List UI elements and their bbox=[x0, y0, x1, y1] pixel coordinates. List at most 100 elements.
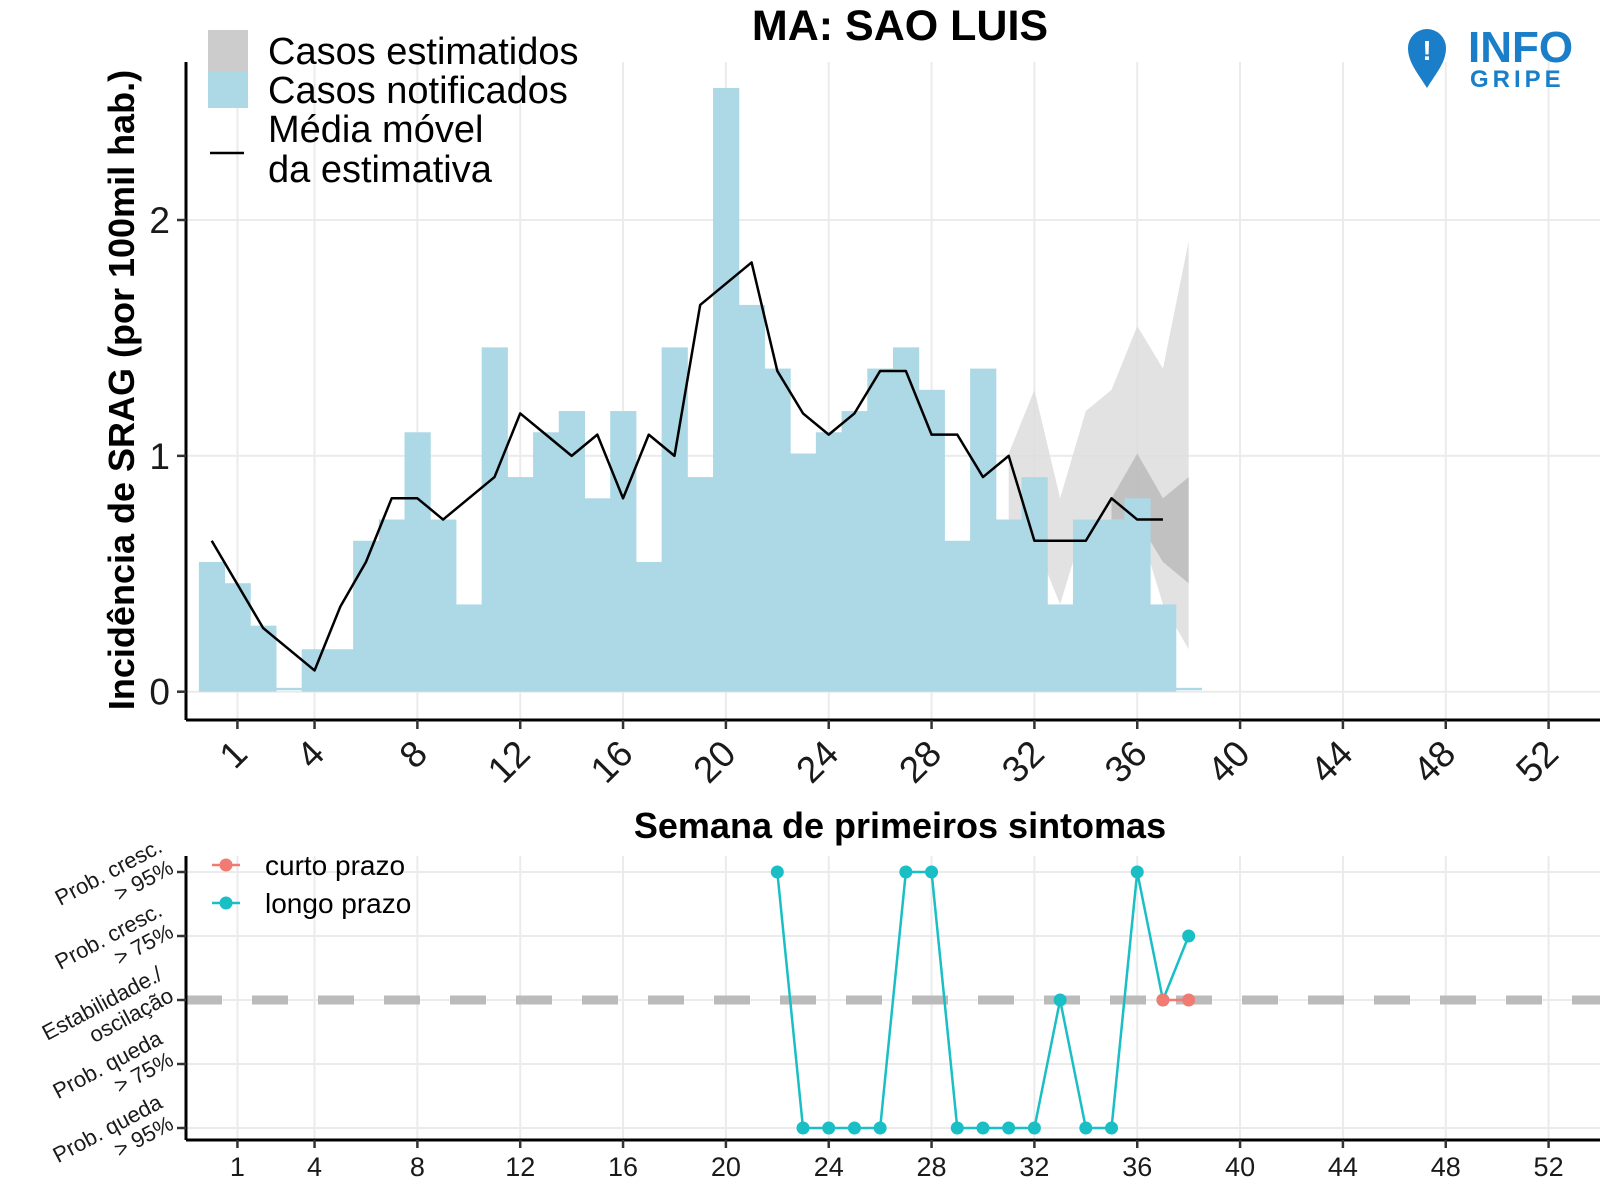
series-point-longo-prazo-24 bbox=[822, 1121, 836, 1135]
x-tick-label-32: 32 bbox=[994, 733, 1052, 791]
x-tick-label-12: 12 bbox=[480, 733, 538, 791]
bar-week-14 bbox=[558, 411, 585, 692]
x-tick-label-40: 40 bbox=[1200, 733, 1258, 791]
x-axis-title: Semana de primeiros sintomas bbox=[634, 805, 1166, 846]
bar-week-30 bbox=[970, 368, 997, 692]
bar-week-19 bbox=[687, 477, 714, 692]
series-point-longo-prazo-35 bbox=[1105, 1121, 1119, 1135]
trend-series bbox=[770, 865, 1196, 1135]
series-point-longo-prazo-34 bbox=[1079, 1121, 1093, 1135]
logo-text-gripe: GRIPE bbox=[1470, 66, 1565, 93]
bar-week-10 bbox=[455, 604, 483, 692]
bar-week-31 bbox=[995, 519, 1023, 692]
bar-week-34 bbox=[1072, 519, 1100, 692]
trend-x-tick-label-28: 28 bbox=[917, 1152, 947, 1182]
estimate-outer-band bbox=[1008, 241, 1189, 650]
trend-x-tick-labels: 1 4 8 12 16 20 24 28 32 36 40 44 48 52 bbox=[230, 1152, 1564, 1182]
series-point-longo-prazo-25 bbox=[847, 1121, 861, 1135]
series-point-curto-prazo-37 bbox=[1156, 993, 1170, 1007]
trend-x-tick-label-12: 12 bbox=[505, 1152, 535, 1182]
bar-week-13 bbox=[533, 432, 560, 692]
trend-x-tick-label-48: 48 bbox=[1431, 1152, 1461, 1182]
bar-week-21 bbox=[738, 304, 765, 692]
legend-dot-0 bbox=[219, 858, 233, 872]
x-tick-label-8: 8 bbox=[391, 733, 435, 777]
legend-dot-1 bbox=[219, 896, 233, 910]
series-point-longo-prazo-31 bbox=[1002, 1121, 1016, 1135]
trend-y-category-label-0: Prob. queda> 95% bbox=[49, 1089, 179, 1189]
series-point-longo-prazo-36 bbox=[1130, 865, 1144, 879]
legend-label-estimated: Casos estimatidos bbox=[268, 31, 578, 73]
series-point-longo-prazo-30 bbox=[976, 1121, 990, 1135]
bar-week-20 bbox=[713, 87, 740, 692]
x-tick-label-44: 44 bbox=[1302, 733, 1360, 791]
trend-x-tick-label-40: 40 bbox=[1225, 1152, 1255, 1182]
bar-week-9 bbox=[430, 519, 457, 692]
bar-week-7 bbox=[378, 519, 406, 692]
series-point-longo-prazo-32 bbox=[1027, 1121, 1041, 1135]
trend-x-tick-label-44: 44 bbox=[1328, 1152, 1358, 1182]
trend-x-tick-label-4: 4 bbox=[307, 1152, 322, 1182]
info-pin-icon: ! bbox=[1408, 29, 1446, 88]
bar-week-17 bbox=[635, 561, 663, 692]
x-tick-label-52: 52 bbox=[1508, 733, 1566, 791]
legend-swatch-estimated bbox=[208, 30, 248, 72]
legend-swatch-curto-prazo bbox=[212, 858, 240, 872]
bar-week-29 bbox=[944, 540, 971, 692]
bar-week-11 bbox=[481, 347, 508, 692]
legend-label-notified: Casos notificados bbox=[268, 70, 568, 112]
bar-week-37 bbox=[1150, 604, 1177, 692]
bar-week-8 bbox=[404, 432, 431, 692]
bar-week-35 bbox=[1098, 519, 1125, 692]
bar-week-38 bbox=[1175, 687, 1203, 691]
legend-label-moving-average-line-1: da estimativa bbox=[268, 149, 493, 191]
x-tick-label-20: 20 bbox=[685, 733, 743, 791]
trend-x-tick-label-20: 20 bbox=[711, 1152, 741, 1182]
x-tick-label-24: 24 bbox=[788, 733, 846, 791]
y-tick-label-2: 2 bbox=[149, 200, 170, 241]
infogripe-logo: ! INFO GRIPE bbox=[1408, 23, 1573, 93]
legend-label-moving-average-line-0: Média móvel bbox=[268, 109, 483, 151]
bar-week-26 bbox=[867, 368, 894, 692]
incidence-panel: 012 1 4 8 12 16 20 24 28 32 36 40 44 48 52 MA: SAO LU… bbox=[101, 2, 1600, 846]
bar-week-25 bbox=[841, 411, 868, 692]
legend-label-longo-prazo: longo prazo bbox=[265, 888, 411, 919]
logo-text-info: INFO bbox=[1468, 23, 1573, 72]
trend-y-category-labels: Prob. queda> 95%Prob. queda> 75%Estabili… bbox=[38, 833, 179, 1189]
bar-week-23 bbox=[790, 453, 817, 692]
trend-x-tick-label-1: 1 bbox=[230, 1152, 245, 1182]
bar-week-24 bbox=[815, 432, 843, 692]
x-tick-label-36: 36 bbox=[1097, 733, 1155, 791]
trend-x-tick-label-24: 24 bbox=[814, 1152, 844, 1182]
trend-legend: curto prazo longo prazo bbox=[212, 850, 411, 919]
moving-average-line bbox=[210, 261, 1163, 672]
bar-week-16 bbox=[610, 411, 637, 692]
y-axis-title: Incidência de SRAG (por 100mil hab.) bbox=[101, 70, 142, 710]
legend-label-moving-average: Média móvel da estimativa bbox=[268, 109, 493, 191]
trend-panel: Prob. queda> 95%Prob. queda> 75%Estabili… bbox=[38, 833, 1600, 1189]
notified-cases-bars bbox=[198, 87, 1203, 692]
trend-x-tick-label-32: 32 bbox=[1019, 1152, 1049, 1182]
series-point-longo-prazo-33 bbox=[1053, 993, 1067, 1007]
trend-x-tick-label-36: 36 bbox=[1122, 1152, 1152, 1182]
bar-week-3 bbox=[275, 687, 303, 691]
trend-x-tick-label-52: 52 bbox=[1534, 1152, 1564, 1182]
series-point-longo-prazo-22 bbox=[770, 865, 784, 879]
y-tick-label-1: 1 bbox=[149, 436, 170, 477]
bar-week-22 bbox=[764, 368, 791, 692]
incidence-axes bbox=[177, 62, 1600, 729]
series-point-curto-prazo-38 bbox=[1182, 993, 1196, 1007]
bar-week-5 bbox=[327, 649, 354, 692]
series-point-longo-prazo-28 bbox=[925, 865, 939, 879]
x-tick-label-1: 1 bbox=[212, 733, 256, 777]
series-point-longo-prazo-23 bbox=[796, 1121, 810, 1135]
incidence-legend: Casos estimatidos Casos notificados Médi… bbox=[208, 30, 578, 191]
bar-week-0 bbox=[198, 561, 226, 692]
bar-week-28 bbox=[918, 389, 945, 692]
y-tick-label-0: 0 bbox=[149, 672, 170, 713]
incidence-x-tick-labels: 1 4 8 12 16 20 24 28 32 36 40 44 48 52 bbox=[212, 733, 1567, 791]
bar-week-12 bbox=[507, 477, 534, 692]
bar-week-6 bbox=[353, 540, 380, 692]
moving-average-polyline bbox=[210, 261, 1163, 672]
